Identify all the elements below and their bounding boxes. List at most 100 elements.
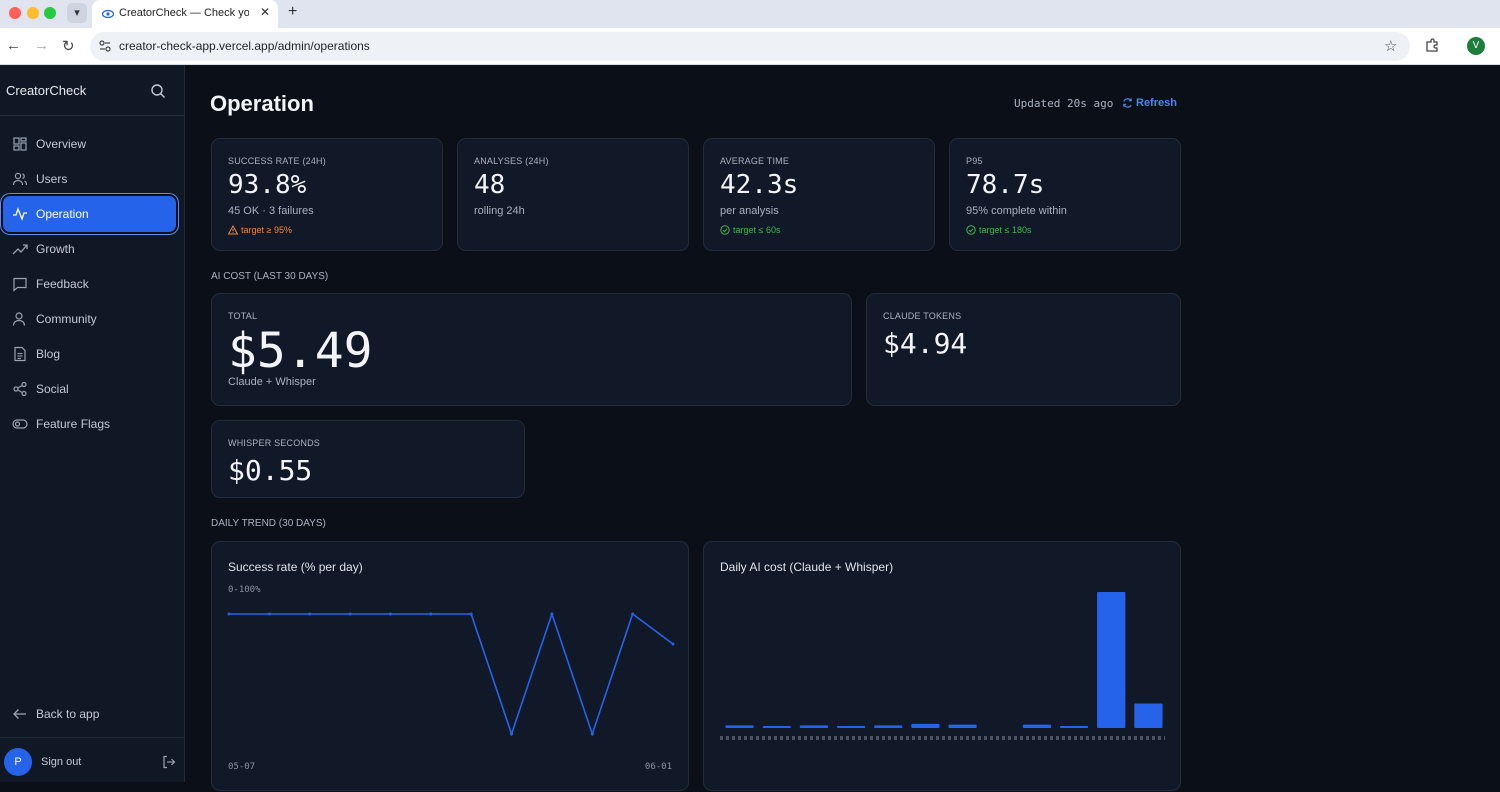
data-point: [308, 612, 312, 616]
kpi-sub: 95% complete within: [966, 205, 1067, 217]
kpi-label: P95: [966, 156, 983, 166]
cost-total-value: $5.49: [228, 323, 373, 379]
tab-search-chevron-icon[interactable]: ▾: [67, 3, 87, 23]
close-window-button[interactable]: [9, 7, 21, 19]
log-out-icon[interactable]: [162, 755, 176, 769]
data-point: [510, 732, 514, 736]
browser-tab[interactable]: CreatorCheck — Check your content ✕: [92, 0, 278, 28]
chart-title: Success rate (% per day): [228, 560, 363, 574]
kpi-label: Analyses (24h): [474, 156, 549, 166]
bar: [948, 724, 977, 728]
activity-icon: [13, 207, 27, 221]
sidebar-item-label: Operation: [36, 207, 89, 221]
profile-avatar[interactable]: V: [1467, 37, 1485, 55]
data-point: [429, 612, 433, 616]
success-rate-line-chart: [227, 611, 675, 737]
address-bar: ← → ↻ creator-check-app.vercel.app/admin…: [0, 28, 1500, 65]
series-line: [229, 611, 674, 737]
data-point: [227, 612, 231, 616]
maximize-window-button[interactable]: [44, 7, 56, 19]
sidebar-item-label: Social: [36, 382, 69, 396]
kpi-target: target ≤ 180s: [966, 225, 1031, 235]
bar: [1134, 703, 1163, 728]
sidebar-item-operation[interactable]: Operation: [3, 196, 176, 232]
bar: [799, 725, 829, 728]
minimize-window-button[interactable]: [27, 7, 39, 19]
kpi-target: target ≤ 60s: [720, 225, 780, 235]
bar: [911, 723, 940, 728]
bar: [1097, 592, 1126, 728]
bookmark-star-icon[interactable]: ☆: [1384, 38, 1398, 55]
kpi-card-average-time: Average time 42.3s per analysis target ≤…: [703, 138, 935, 251]
kpi-sub: rolling 24h: [474, 205, 525, 217]
chart-range-note: 0-100%: [228, 585, 261, 595]
x-axis-tick-strip: [720, 736, 1165, 740]
refresh-icon: [1123, 98, 1132, 108]
users-icon: [12, 172, 28, 186]
browser-tab-bar: ▾ CreatorCheck — Check your content ✕ +: [0, 0, 1500, 28]
bar: [1022, 724, 1052, 728]
sidebar-item-users[interactable]: Users: [3, 161, 176, 197]
sidebar-item-label: Growth: [36, 242, 75, 256]
eye-icon: [102, 9, 114, 19]
x-axis-end-label: 06-01: [644, 762, 672, 772]
sidebar-item-blog[interactable]: Blog: [3, 336, 176, 372]
brand-name: CreatorCheck: [6, 83, 87, 98]
daily-ai-cost-bar-chart: [725, 592, 1163, 728]
data-point: [590, 732, 594, 736]
kpi-card-analyses: Analyses (24h) 48 rolling 24h: [457, 138, 689, 251]
close-tab-icon[interactable]: ✕: [260, 5, 271, 19]
data-point: [550, 612, 554, 616]
tab-title: CreatorCheck — Check your content: [119, 7, 249, 19]
reload-icon[interactable]: ↻: [62, 38, 75, 55]
sign-out-label[interactable]: Sign out: [41, 756, 82, 768]
kpi-sub: 45 OK · 3 failures: [228, 205, 314, 217]
back-arrow-icon[interactable]: ←: [6, 37, 21, 54]
kpi-target-text: target ≥ 95%: [241, 225, 292, 235]
forward-arrow-icon[interactable]: →: [34, 37, 49, 54]
kpi-target: target ≥ 95%: [227, 224, 292, 235]
warning-icon: [227, 224, 239, 235]
kpi-sub: per analysis: [720, 205, 779, 217]
cost-label: Whisper seconds: [228, 438, 321, 448]
extensions-icon[interactable]: [1424, 37, 1441, 54]
check-circle-icon: [720, 225, 730, 235]
url-field[interactable]: creator-check-app.vercel.app/admin/opera…: [90, 32, 1410, 61]
cost-claude-value: $4.94: [883, 327, 968, 360]
sidebar-item-overview[interactable]: Overview: [3, 126, 176, 162]
sidebar-item-label: Blog: [36, 347, 61, 361]
chart-title: Daily AI cost (Claude + Whisper): [720, 560, 894, 574]
sidebar-item-growth[interactable]: Growth: [3, 231, 176, 267]
data-point: [267, 612, 271, 616]
sidebar-item-label: Users: [36, 172, 68, 186]
refresh-button[interactable]: Refresh: [1122, 97, 1177, 109]
cost-card-claude: Claude tokens $4.94: [866, 293, 1181, 406]
sidebar-item-community[interactable]: Community: [3, 301, 176, 337]
kpi-value: 48: [474, 170, 506, 200]
divider: [0, 737, 185, 738]
back-to-app-link[interactable]: Back to app: [3, 696, 176, 732]
kpi-value: 42.3s: [720, 170, 799, 200]
kpi-value: 78.7s: [966, 170, 1045, 200]
page-title: Operation: [210, 91, 314, 116]
trending-up-icon: [12, 244, 28, 255]
chart-card-success-rate: Success rate (% per day) 0-100% 05-07 06…: [211, 541, 689, 791]
arrow-left-icon: [13, 709, 26, 719]
data-point: [388, 612, 392, 616]
sidebar-item-feature-flags[interactable]: Feature Flags: [3, 406, 176, 442]
kpi-target-text: target ≤ 180s: [979, 225, 1032, 235]
community-icon: [12, 312, 26, 326]
site-settings-icon[interactable]: [98, 39, 112, 53]
cost-card-whisper: Whisper seconds $0.55: [211, 420, 525, 498]
avatar[interactable]: P: [4, 748, 32, 776]
kpi-target-text: target ≤ 60s: [733, 225, 781, 235]
search-icon[interactable]: [150, 83, 166, 99]
back-to-app-label: Back to app: [36, 707, 100, 721]
cost-sub: Claude + Whisper: [228, 376, 316, 388]
new-tab-icon[interactable]: +: [288, 3, 298, 20]
sidebar-item-label: Feature Flags: [36, 417, 111, 431]
sidebar-item-feedback[interactable]: Feedback: [3, 266, 176, 302]
sidebar-item-social[interactable]: Social: [3, 371, 176, 407]
grid-icon: [13, 137, 27, 151]
check-circle-icon: [966, 225, 976, 235]
